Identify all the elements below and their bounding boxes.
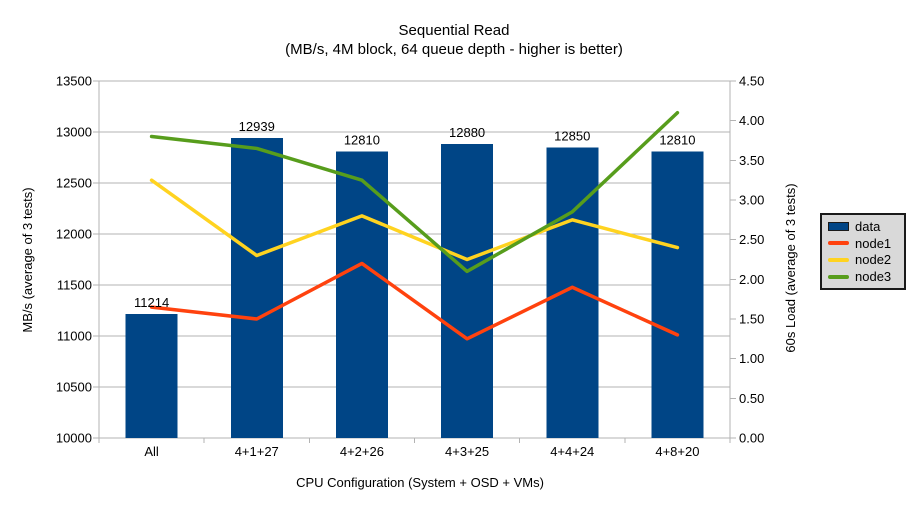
bar-All <box>125 314 178 438</box>
left-tick-label: 12000 <box>56 227 92 242</box>
category-label: 4+2+26 <box>340 444 384 459</box>
legend-swatch-data-bar-icon <box>828 221 849 231</box>
legend-row-node3: node3 <box>828 269 902 284</box>
category-label: All <box>144 444 159 459</box>
left-tick-label: 10500 <box>56 380 92 395</box>
right-tick-label: 3.50 <box>739 153 764 168</box>
bar-4+8+20 <box>651 151 704 438</box>
category-label: 4+1+27 <box>235 444 279 459</box>
right-tick-label: 0.00 <box>739 431 764 446</box>
left-tick-label: 13000 <box>56 125 92 140</box>
legend-row-node2: node2 <box>828 252 902 267</box>
legend-swatch-node1-line-icon <box>828 241 849 246</box>
bar-value-label: 12810 <box>659 132 695 147</box>
category-label: 4+8+20 <box>655 444 699 459</box>
legend-label-data: data <box>855 218 881 234</box>
right-tick-label: 2.00 <box>739 272 764 287</box>
left-tick-label: 10000 <box>56 431 92 446</box>
legend-swatch-node3-line-icon <box>828 274 849 279</box>
bar-value-label: 12880 <box>449 125 485 140</box>
legend: data node1 node2 node3 <box>820 213 906 290</box>
bar-4+3+25 <box>441 144 494 439</box>
left-tick-label: 11000 <box>57 329 92 344</box>
right-axis-title: 60s Load (average of 3 tests) <box>783 183 798 353</box>
bar-value-label: 12810 <box>344 132 380 147</box>
legend-label-node2: node2 <box>855 252 892 268</box>
left-tick-label: 12500 <box>56 176 92 191</box>
left-axis-title: MB/s (average of 3 tests) <box>20 187 35 333</box>
right-tick-label: 1.50 <box>739 312 764 327</box>
line-node1 <box>149 261 680 341</box>
line-node2 <box>149 178 680 262</box>
bar-4+1+27 <box>230 138 283 439</box>
chart-subtitle: (MB/s, 4M block, 64 queue depth - higher… <box>285 41 623 58</box>
chart-title: Sequential Read <box>398 22 510 39</box>
bar-value-label: 12850 <box>554 128 590 143</box>
right-tick-label: 0.50 <box>739 391 764 406</box>
right-tick-label: 2.50 <box>739 232 764 247</box>
legend-row-node1: node1 <box>828 236 902 251</box>
legend-row-data: data <box>828 219 902 234</box>
bar-value-label: 11214 <box>134 295 169 310</box>
bar-4+4+24 <box>546 147 599 439</box>
right-tick-label: 4.00 <box>739 113 764 128</box>
left-tick-label: 13500 <box>56 74 92 89</box>
legend-label-node3: node3 <box>855 269 892 285</box>
legend-swatch-node2-line-icon <box>828 257 849 262</box>
right-tick-label: 3.00 <box>739 193 764 208</box>
left-tick-label: 11500 <box>57 278 92 293</box>
right-tick-label: 1.00 <box>739 351 764 366</box>
legend-label-node1: node1 <box>855 235 892 251</box>
category-label: 4+3+25 <box>445 444 489 459</box>
line-node3 <box>149 110 680 274</box>
category-label: 4+4+24 <box>550 444 594 459</box>
bar-4+2+26 <box>335 151 388 438</box>
x-axis-title: CPU Configuration (System + OSD + VMs) <box>296 475 544 490</box>
bar-value-label: 12939 <box>239 119 275 134</box>
right-tick-label: 4.50 <box>739 74 764 89</box>
